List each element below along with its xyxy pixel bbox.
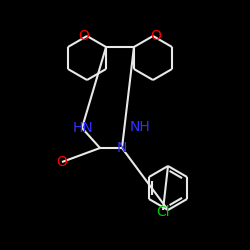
Text: Cl: Cl (156, 205, 170, 219)
Text: N: N (117, 141, 127, 155)
Text: O: O (150, 29, 162, 43)
Text: O: O (56, 155, 68, 169)
Text: HN: HN (72, 121, 94, 135)
Text: O: O (78, 29, 90, 43)
Text: NH: NH (130, 120, 150, 134)
